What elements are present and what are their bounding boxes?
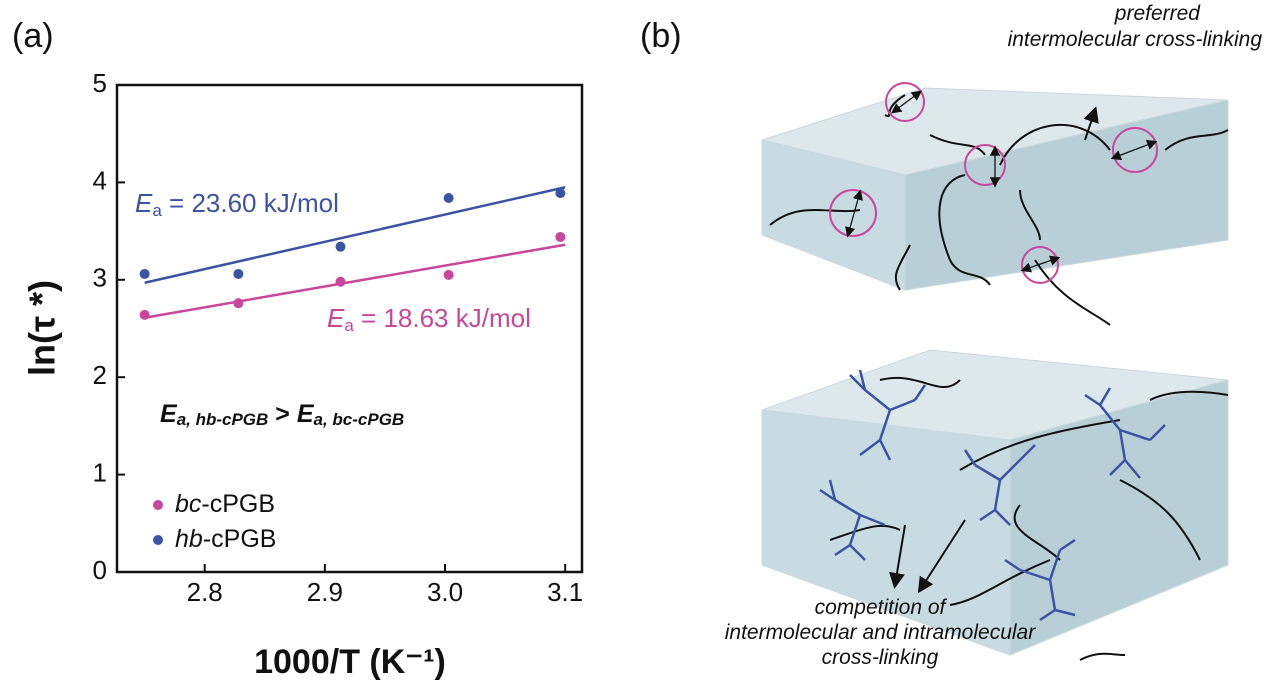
- legend-marker: [153, 535, 163, 545]
- x-tick-label: 3.0: [427, 577, 463, 607]
- y-tick-label: 1: [93, 457, 107, 487]
- symbol: E: [160, 400, 178, 428]
- y-tick-label: 2: [93, 360, 107, 390]
- caption-line: competition of: [815, 596, 948, 619]
- x-axis-label: 1000/T (K⁻¹): [254, 643, 446, 681]
- name-rest: -cPGB: [203, 525, 277, 553]
- point: [140, 269, 150, 279]
- annotation-text: = 23.60 kJ/mol: [162, 188, 339, 218]
- diagram-top: [762, 83, 1228, 325]
- caption-line: preferred: [1114, 2, 1202, 25]
- point: [444, 193, 454, 203]
- caption-line: intermolecular and intramolecular: [725, 621, 1036, 644]
- symbol: E: [297, 400, 315, 428]
- legend-marker: [153, 500, 163, 510]
- x-tick-label: 2.8: [187, 577, 223, 607]
- point: [140, 310, 150, 320]
- subscript: a, hb-cPGB: [177, 410, 269, 429]
- panel-label: (b): [640, 17, 682, 55]
- y-tick-label: 4: [93, 165, 107, 195]
- y-tick-label: 5: [93, 68, 107, 98]
- point: [444, 270, 454, 280]
- panel-label: (a): [12, 17, 54, 55]
- operator: >: [268, 400, 297, 428]
- point: [335, 277, 345, 287]
- annotation-text: = 18.63 kJ/mol: [354, 303, 531, 333]
- caption-line: cross-linking: [822, 646, 939, 669]
- annotation: Ea = 23.60 kJ/mol: [135, 188, 339, 221]
- name-prefix: hb: [175, 525, 203, 553]
- point: [555, 188, 565, 198]
- y-tick-label: 3: [93, 263, 107, 293]
- point: [233, 298, 243, 308]
- y-tick-label: 0: [93, 555, 107, 585]
- name-prefix: bc: [175, 490, 202, 518]
- legend-label: hb-cPGB: [175, 525, 276, 553]
- point: [335, 242, 345, 252]
- legend-label: bc-cPGB: [175, 490, 275, 518]
- x-tick-label: 2.9: [307, 577, 343, 607]
- symbol: E: [135, 188, 153, 218]
- point: [555, 232, 565, 242]
- name-rest: -cPGB: [201, 490, 275, 518]
- comparison: Ea, hb-cPGB > Ea, bc-cPGB: [160, 400, 404, 430]
- caption: preferred intermolecular cross-linking: [1008, 2, 1263, 51]
- caption-line: intermolecular cross-linking: [1008, 28, 1263, 51]
- figure: (a) (b) ln(τ *) 1000/T (K⁻¹) Ea, hb-cPGB…: [0, 0, 1279, 686]
- annotation: Ea = 18.63 kJ/mol: [327, 303, 531, 336]
- subscript: a, bc-cPGB: [314, 410, 405, 429]
- x-tick-label: 3.1: [547, 577, 583, 607]
- point: [233, 269, 243, 279]
- symbol: E: [327, 303, 345, 333]
- y-axis-label: ln(τ *): [22, 280, 63, 376]
